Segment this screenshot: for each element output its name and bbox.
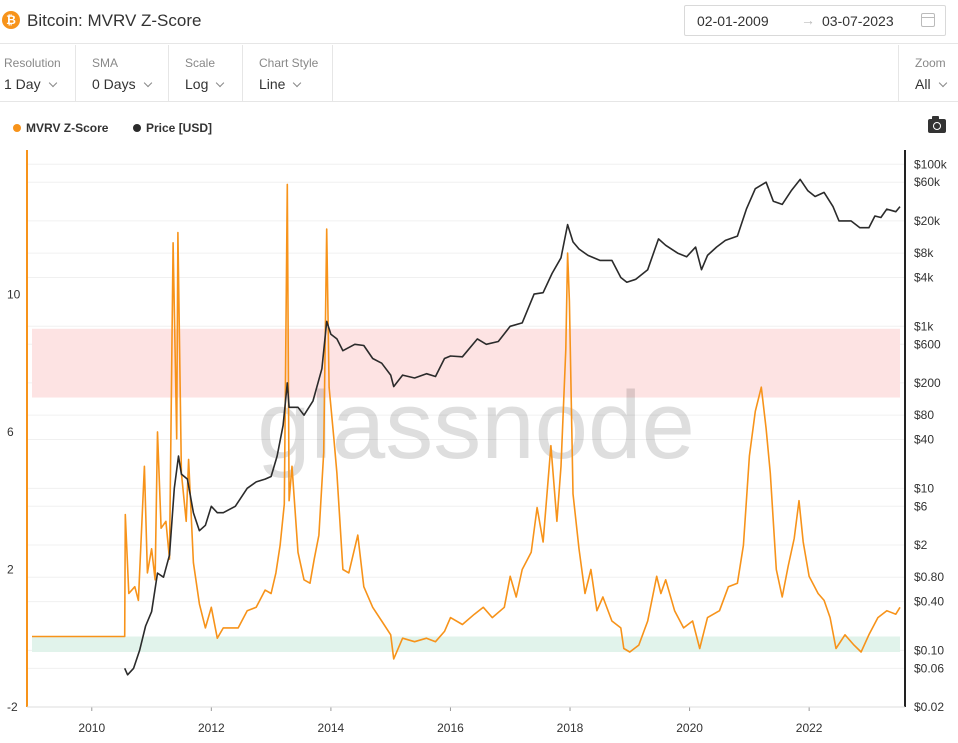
page-title: Bitcoin: MVRV Z-Score [27,11,202,30]
left-tick-label-3: 10 [7,287,21,301]
zoom-dropdown[interactable]: Zoom All [898,45,958,102]
chevron-down-icon [293,78,302,88]
right-tick-label-11: $600 [914,337,941,351]
sma-value[interactable]: 0 Days [92,76,152,92]
right-tick-label-17: $100k [914,157,948,171]
arrow-right-icon: → [801,12,815,28]
sma-label: SMA [92,56,119,70]
series-line-zscore [32,183,901,660]
chevron-down-icon [216,78,225,88]
mvrv-zscore-chart: glassnode-22610$0.02$0.06$0.10$0.40$0.80… [7,150,948,735]
zoom-label: Zoom [915,56,946,70]
right-tick-label-12: $1k [914,319,934,333]
date-range-picker[interactable]: 02-01-2009 → 03-07-2023 [684,5,946,36]
zoom-value[interactable]: All [915,76,947,92]
left-tick-label-2: 6 [7,425,14,439]
date-end-input[interactable]: 03-07-2023 [822,13,894,29]
resolution-dropdown[interactable]: Resolution 1 Day [0,45,76,102]
page-header: ₿ Bitcoin: MVRV Z-Score 02-01-2009 → 03-… [0,0,958,44]
scale-value[interactable]: Log [185,76,225,92]
x-tick-label-5: 2020 [676,721,703,735]
left-tick-label-0: -2 [7,700,18,714]
right-tick-label-15: $20k [914,214,941,228]
scale-label: Scale [185,56,216,70]
series-line-price [123,178,901,676]
right-tick-label-8: $40 [914,433,934,447]
camera-icon[interactable] [928,116,946,133]
x-tick-label-4: 2018 [557,721,584,735]
right-tick-label-7: $10 [914,481,934,495]
sma-dropdown[interactable]: SMA 0 Days [76,45,169,102]
chart-style-label: Chart Style [259,56,319,70]
right-tick-label-13: $4k [914,271,934,285]
legend-dot-price [133,124,141,132]
chevron-down-icon [143,78,152,88]
band-undervalued [32,636,900,652]
x-tick-label-2: 2014 [318,721,345,735]
right-tick-label-4: $0.80 [914,570,944,584]
x-tick-label-1: 2012 [198,721,225,735]
right-tick-label-6: $6 [914,499,928,513]
calendar-icon[interactable] [921,13,935,27]
chevron-down-icon [48,78,57,88]
chart-controls: Resolution 1 Day SMA 0 Days Scale Log Ch… [0,45,958,102]
x-tick-label-6: 2022 [796,721,823,735]
resolution-value[interactable]: 1 Day [4,76,57,92]
right-tick-label-5: $2 [914,538,928,552]
legend-item-zscore[interactable]: MVRV Z-Score [13,121,108,135]
right-tick-label-9: $80 [914,408,934,422]
left-tick-label-1: 2 [7,562,14,576]
date-start-input[interactable]: 02-01-2009 [697,13,769,29]
chevron-down-icon [938,78,947,88]
right-tick-label-0: $0.02 [914,700,944,714]
right-tick-label-16: $60k [914,175,941,189]
legend-item-price[interactable]: Price [USD] [133,121,212,135]
x-tick-label-0: 2010 [78,721,105,735]
legend-dot-zscore [13,124,21,132]
right-tick-label-14: $8k [914,246,934,260]
right-tick-label-2: $0.10 [914,643,944,657]
right-tick-label-1: $0.06 [914,661,944,675]
x-tick-label-3: 2016 [437,721,464,735]
chart-style-dropdown[interactable]: Chart Style Line [243,45,333,102]
resolution-label: Resolution [4,56,61,70]
chart-style-value[interactable]: Line [259,76,302,92]
bitcoin-icon: ₿ [2,11,20,29]
right-tick-label-3: $0.40 [914,595,944,609]
right-tick-label-10: $200 [914,376,941,390]
scale-dropdown[interactable]: Scale Log [169,45,243,102]
